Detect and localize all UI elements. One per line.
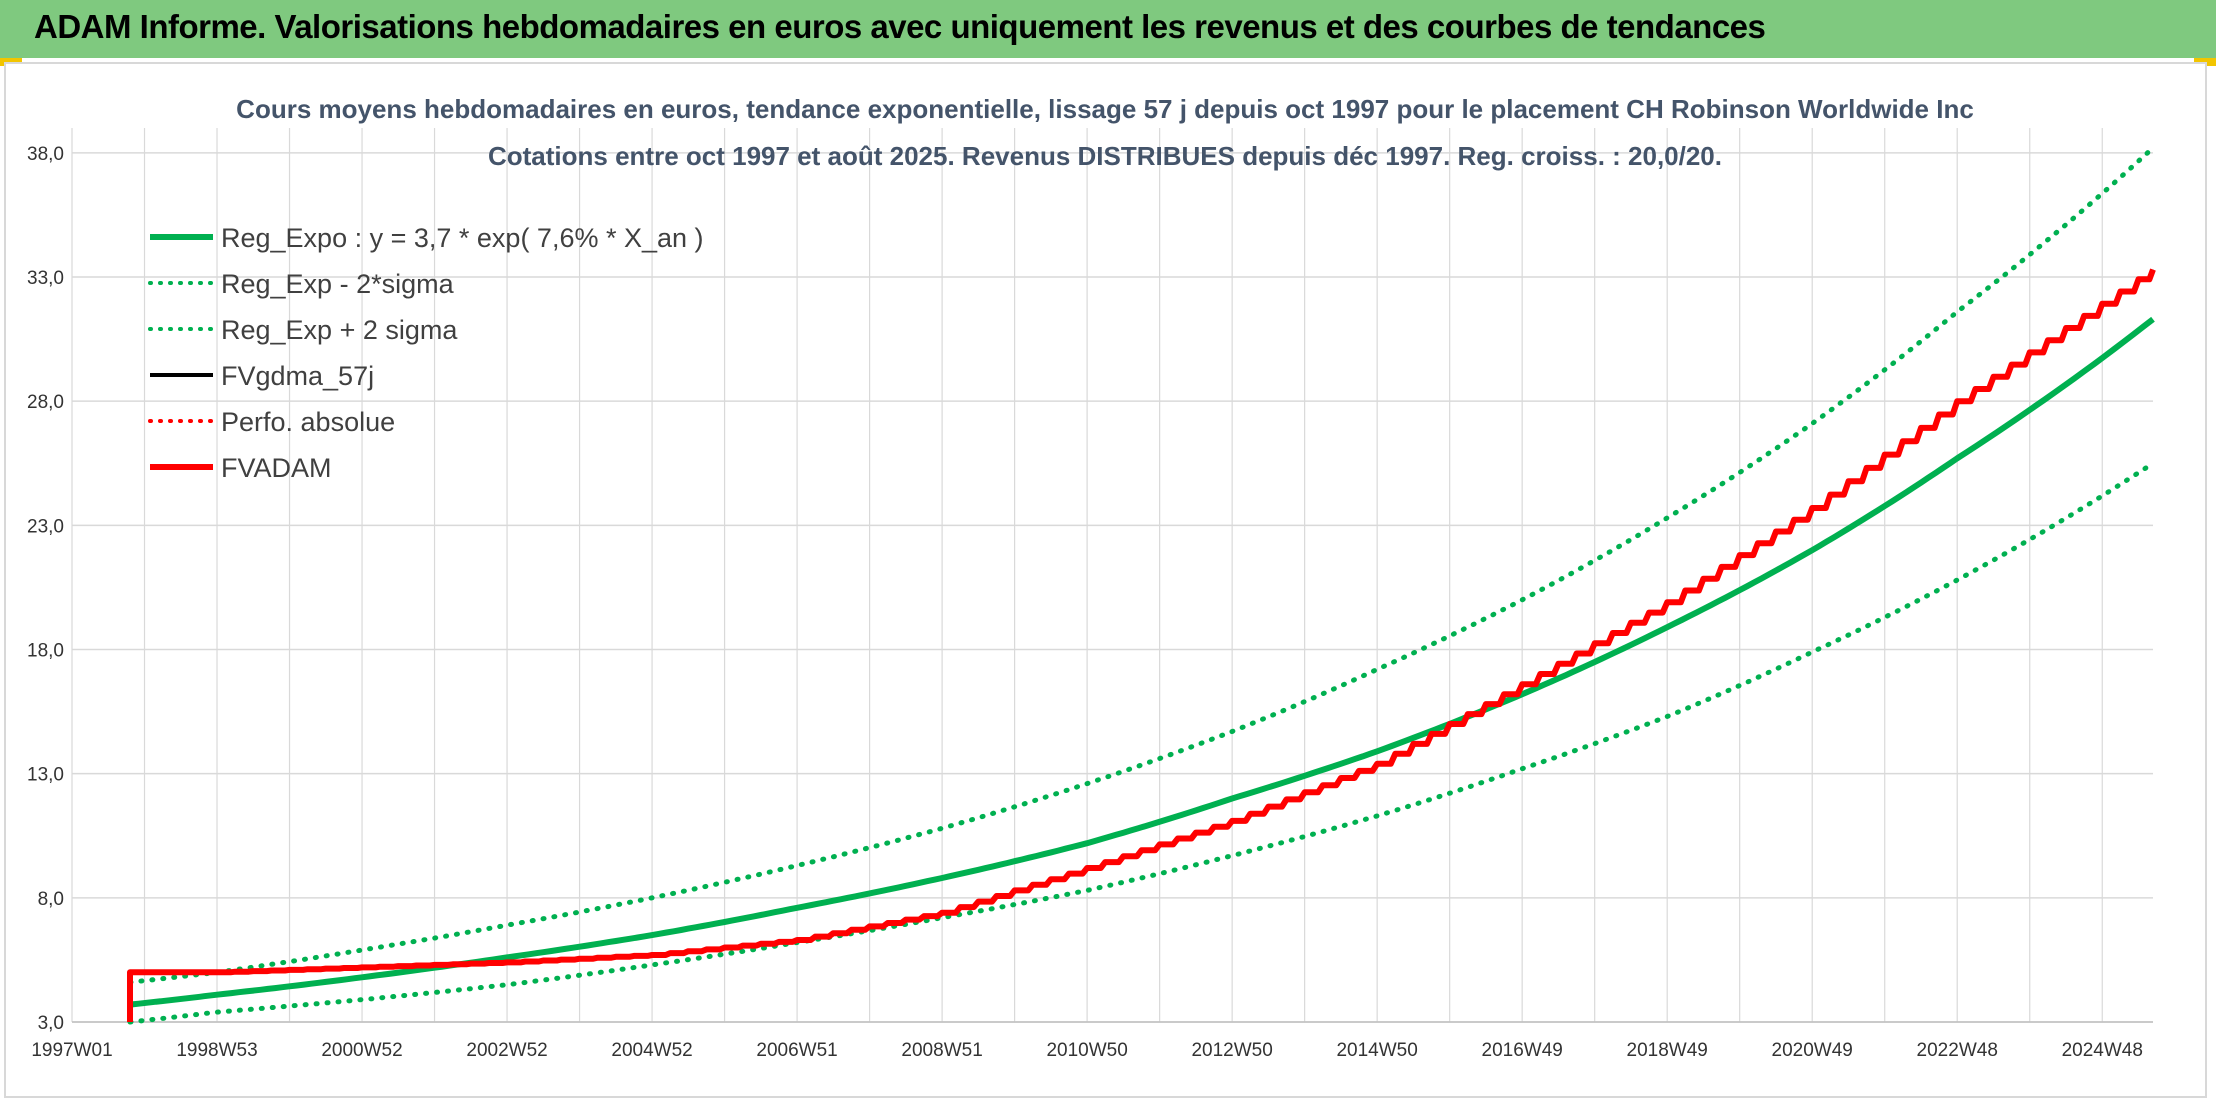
y-tick-label: 18,0 — [27, 641, 64, 662]
x-tick-label: 2020W49 — [1772, 1040, 1853, 1061]
x-tick-label: 2002W52 — [466, 1040, 547, 1061]
chart-title-line-1: Cours moyens hebdomadaires en euros, ten… — [236, 94, 1974, 124]
y-tick-label: 8,0 — [38, 889, 64, 910]
chart-frame — [4, 62, 2207, 1098]
y-tick-label: 23,0 — [27, 516, 64, 537]
x-tick-label: 2000W52 — [321, 1040, 402, 1061]
chart-title-line-2: Cotations entre oct 1997 et août 2025. R… — [488, 141, 1722, 171]
series-line-1 — [127, 460, 2156, 1025]
y-tick-label: 33,0 — [27, 268, 64, 289]
y-tick-label: 38,0 — [27, 144, 64, 165]
legend-label-0: Reg_Expo : y = 3,7 * exp( 7,6% * X_an ) — [221, 223, 704, 253]
grid-layer — [71, 128, 2153, 1023]
series-line-0 — [129, 316, 2155, 1008]
x-tick-label: 2006W51 — [756, 1040, 837, 1061]
legend-label-4: Perfo. absolue — [221, 407, 395, 437]
y-tick-label: 28,0 — [27, 392, 64, 413]
series-layer — [127, 145, 2156, 1025]
x-tick-label: 2022W48 — [1917, 1040, 1998, 1061]
legend-label-1: Reg_Exp - 2*sigma — [221, 269, 455, 299]
legend-label-3: FVgdma_57j — [221, 361, 374, 391]
legend: Reg_Expo : y = 3,7 * exp( 7,6% * X_an ) R… — [148, 223, 704, 483]
legend-label-2: Reg_Exp + 2 sigma — [221, 315, 458, 345]
series-line-3 — [128, 269, 2155, 1022]
x-tick-label: 2014W50 — [1336, 1040, 1417, 1061]
y-tick-label: 13,0 — [27, 765, 64, 786]
x-tick-label: 2010W50 — [1046, 1040, 1127, 1061]
x-tick-label: 2008W51 — [901, 1040, 982, 1061]
legend-label-5: FVADAM — [221, 453, 332, 483]
report-banner: ADAM Informe. Valorisations hebdomadaire… — [0, 0, 2216, 58]
series-line-2 — [127, 145, 2156, 985]
series-line-5 — [127, 268, 2156, 1022]
x-tick-label: 2012W50 — [1191, 1040, 1272, 1061]
x-tick-label: 1997W01 — [31, 1040, 112, 1061]
y-tick-label: 3,0 — [38, 1013, 64, 1034]
x-tick-label: 2016W49 — [1482, 1040, 1563, 1061]
x-tick-label: 2024W48 — [2062, 1040, 2143, 1061]
axis-layer: 3,0 8,0 13,0 18,0 23,0 28,0 33,0 38,0 1997W01 199… — [27, 144, 2153, 1061]
x-tick-label: 1998W53 — [176, 1040, 257, 1061]
report-title: ADAM Informe. Valorisations hebdomadaire… — [34, 8, 1766, 45]
x-tick-label: 2004W52 — [611, 1040, 692, 1061]
x-tick-label: 2018W49 — [1627, 1040, 1708, 1061]
